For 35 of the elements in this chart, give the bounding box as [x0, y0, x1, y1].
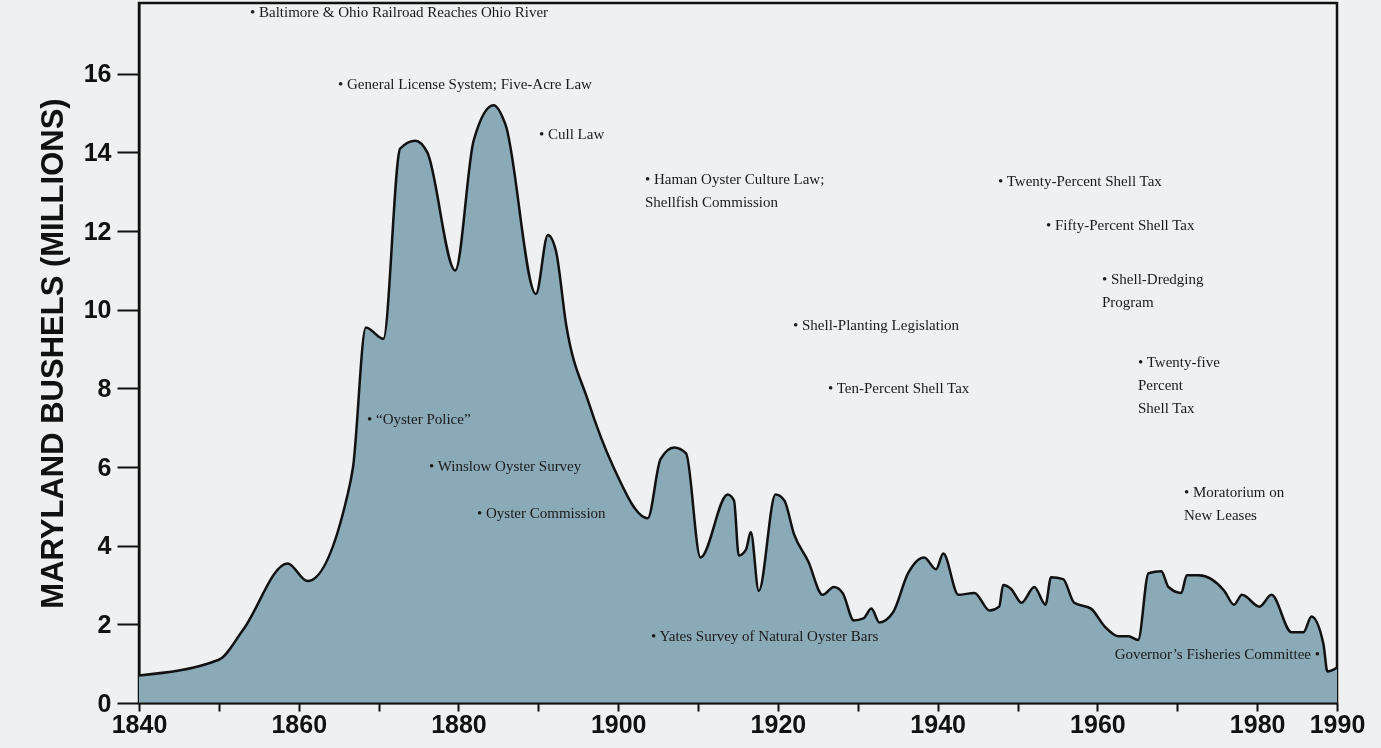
y-tick-label: 6	[97, 452, 112, 481]
annotation: • Oyster Commission	[477, 505, 607, 521]
y-tick-label: 0	[97, 688, 112, 717]
annotation: Governor’s Fisheries Committee •	[1114, 646, 1320, 662]
x-tick-label: 1960	[1070, 709, 1126, 738]
annotation: • General License System; Five-Acre Law	[338, 76, 593, 92]
x-tick-label: 1980	[1229, 709, 1286, 738]
y-tick-label: 12	[83, 216, 112, 245]
annotation: • Cull Law	[539, 126, 605, 142]
x-tick-label: 1900	[590, 709, 647, 738]
annotation: • Twenty-five Percent Shell Tax	[1138, 354, 1221, 416]
y-tick-label: 4	[97, 531, 112, 560]
x-tick-label: 1840	[111, 709, 168, 738]
annotation: • Moratorium on New Leases	[1184, 484, 1285, 523]
x-tick-label: 1860	[271, 709, 328, 738]
y-tick-label: 8	[97, 373, 112, 402]
annotation: • Baltimore & Ohio Railroad Reaches Ohio River	[250, 4, 549, 20]
y-tick-label: 2	[97, 609, 112, 638]
annotation: • “Oyster Police”	[367, 411, 471, 427]
annotation: • Yates Survey of Natural Oyster Bars	[651, 628, 879, 644]
x-tick-label: 1880	[431, 709, 487, 738]
annotation: • Ten-Percent Shell Tax	[828, 380, 970, 396]
annotation: • Shell-Planting Legislation	[793, 317, 960, 333]
x-tick-label: 1920	[750, 709, 807, 738]
annotation: • Fifty-Percent Shell Tax	[1046, 217, 1195, 233]
x-tick-label: 1990	[1309, 709, 1366, 738]
annotation: • Winslow Oyster Survey	[429, 458, 582, 474]
annotation: • Haman Oyster Culture Law; Shellfish Commission	[645, 171, 825, 210]
y-tick-label: 16	[83, 59, 112, 88]
annotation: • Shell-Dredging Program	[1102, 271, 1204, 310]
y-axis-title: MARYLAND BUSHELS (MILLIONS)	[34, 98, 70, 609]
annotation: • Twenty-Percent Shell Tax	[998, 173, 1163, 189]
x-tick-label: 1940	[910, 709, 966, 738]
y-tick-label: 10	[83, 295, 112, 324]
y-tick-label: 14	[83, 137, 112, 166]
